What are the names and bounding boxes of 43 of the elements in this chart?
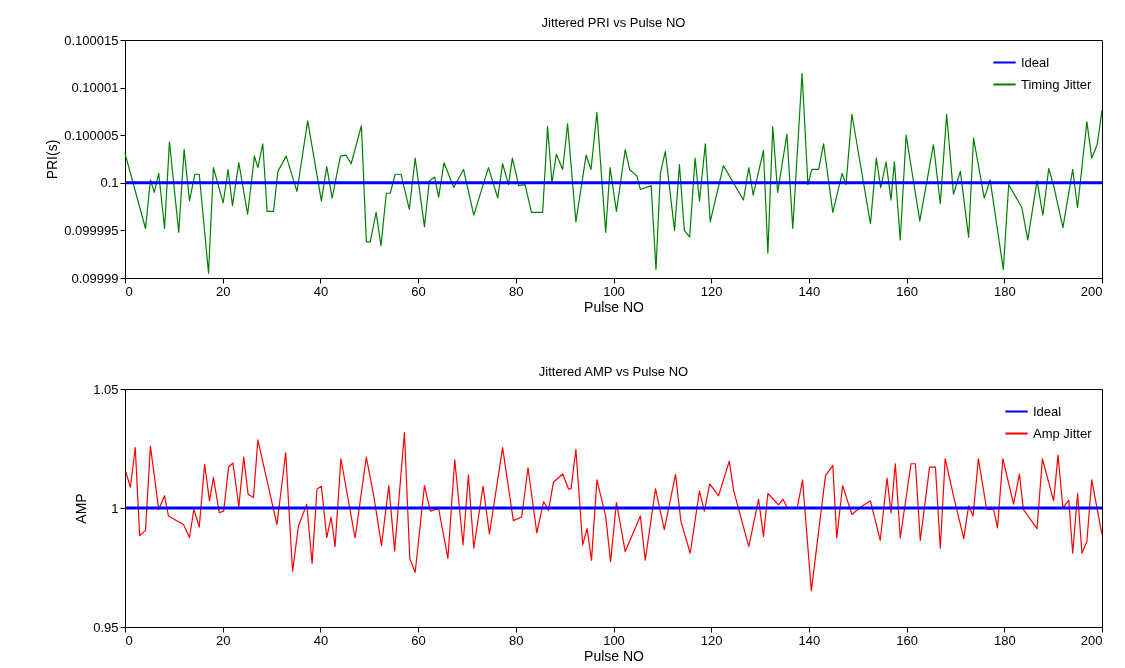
x-tick-label: 20 — [215, 632, 231, 648]
x-tick-label: 40 — [313, 632, 329, 648]
y-tick-label: 0.1 — [100, 175, 119, 191]
x-tick-label: 120 — [700, 283, 723, 299]
x-tick-label: 60 — [411, 283, 426, 299]
y-axis-title: PRI(s) — [44, 139, 61, 180]
chart-title: Jittered AMP vs Pulse NO — [538, 364, 689, 379]
y-tick-label: 0.09999 — [71, 270, 119, 286]
legend-label: Ideal — [1033, 403, 1062, 419]
x-tick-label: 80 — [509, 283, 524, 299]
x-tick-label: 160 — [896, 283, 918, 299]
y-axis-title: AMP — [73, 493, 90, 524]
x-tick-label: 140 — [798, 632, 821, 648]
y-tick-label: 0.099995 — [64, 222, 119, 238]
x-tick-label: 0 — [125, 632, 133, 648]
x-tick-label: 60 — [411, 632, 426, 648]
x-tick-label: 40 — [313, 283, 329, 299]
x-tick-label: 200 — [1080, 632, 1103, 648]
x-tick-label: 0 — [125, 283, 133, 299]
y-tick-label: 0.100005 — [64, 127, 119, 143]
x-tick-label: 180 — [993, 632, 1016, 648]
y-tick-label: 0.100015 — [64, 32, 119, 48]
x-tick-label: 100 — [603, 283, 625, 299]
x-tick-label: 120 — [700, 632, 723, 648]
y-tick-label: 1 — [111, 500, 119, 516]
chart-title: Jittered PRI vs Pulse NO — [541, 15, 686, 30]
x-tick-label: 80 — [509, 632, 524, 648]
legend-label: Ideal — [1021, 54, 1050, 70]
y-tick-label: 0.95 — [93, 619, 119, 635]
x-axis-title: Pulse NO — [584, 647, 645, 664]
legend-label: Amp Jitter — [1033, 425, 1093, 441]
y-tick-label: 1.05 — [93, 381, 119, 397]
x-axis-title: Pulse NO — [584, 298, 645, 315]
x-tick-label: 20 — [215, 283, 231, 299]
x-tick-label: 200 — [1080, 283, 1103, 299]
legend-label: Timing Jitter — [1021, 76, 1092, 92]
x-tick-label: 100 — [603, 632, 625, 648]
x-tick-label: 180 — [993, 283, 1016, 299]
line-series — [124, 72, 1103, 274]
x-tick-label: 140 — [798, 283, 821, 299]
x-tick-label: 160 — [896, 632, 918, 648]
line-series — [125, 431, 1103, 592]
y-tick-label: 0.10001 — [71, 80, 119, 96]
